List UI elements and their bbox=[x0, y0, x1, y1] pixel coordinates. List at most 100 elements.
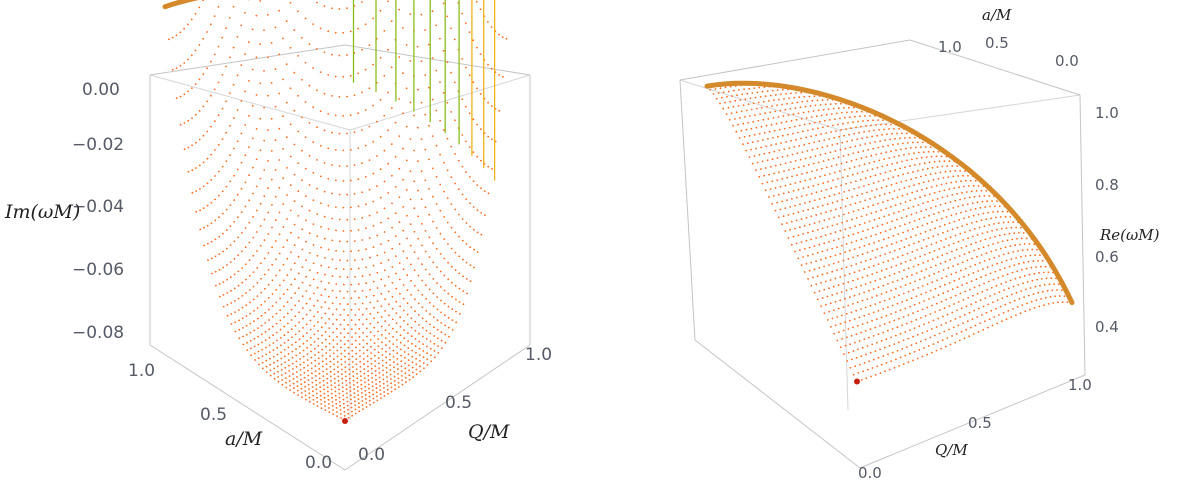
surface-point bbox=[828, 240, 830, 243]
surface-point bbox=[357, 390, 359, 392]
surface-point bbox=[998, 255, 1000, 257]
surface-point bbox=[859, 144, 862, 147]
surface-point bbox=[836, 292, 838, 295]
surface-point bbox=[338, 388, 340, 391]
surface-point bbox=[439, 270, 442, 273]
surface-point bbox=[249, 331, 252, 334]
surface-point bbox=[916, 249, 918, 251]
surface-point bbox=[357, 147, 360, 150]
surface-point bbox=[370, 345, 372, 348]
surface-point bbox=[987, 211, 990, 214]
surface-point bbox=[728, 118, 731, 121]
surface-point bbox=[916, 357, 919, 360]
surface-point bbox=[309, 284, 311, 287]
surface-point bbox=[272, 355, 275, 358]
surface-point bbox=[849, 204, 852, 206]
surface-point bbox=[774, 110, 777, 113]
surface-point bbox=[880, 269, 883, 272]
surface-point bbox=[295, 348, 297, 350]
surface-point bbox=[428, 273, 431, 276]
surface-point bbox=[877, 309, 880, 312]
surface-point bbox=[409, 138, 412, 140]
surface-point bbox=[437, 345, 439, 347]
surface-point bbox=[898, 127, 900, 130]
surface-point bbox=[451, 319, 454, 321]
left-box-edge bbox=[344, 44, 531, 76]
surface-point bbox=[214, 255, 217, 258]
surface-point bbox=[367, 370, 369, 373]
surface-point bbox=[327, 266, 330, 269]
surface-point bbox=[944, 345, 947, 348]
surface-point bbox=[833, 309, 835, 311]
surface-point bbox=[855, 263, 858, 265]
surface-point bbox=[880, 123, 882, 126]
surface-point bbox=[825, 166, 828, 169]
surface-point bbox=[780, 93, 782, 96]
surface-point bbox=[323, 392, 326, 395]
surface-point bbox=[329, 365, 332, 368]
surface-point bbox=[372, 393, 374, 396]
surface-point bbox=[421, 317, 424, 320]
surface-point bbox=[415, 363, 418, 366]
surface-point bbox=[969, 209, 972, 211]
left-panel: 0.00 −0.02 −0.04 −0.06 −0.08 Im(ωM) 1.0 … bbox=[4, 0, 552, 473]
surface-point bbox=[760, 125, 763, 128]
surface-point bbox=[858, 293, 861, 295]
right-extremal-curve bbox=[704, 80, 1075, 306]
surface-point bbox=[298, 345, 301, 348]
surface-point bbox=[317, 357, 320, 360]
surface-point bbox=[358, 336, 361, 338]
surface-point bbox=[305, 302, 308, 305]
surface-point bbox=[257, 327, 259, 329]
surface-point bbox=[906, 299, 908, 301]
surface-point bbox=[821, 250, 824, 253]
left-box-edge bbox=[344, 344, 531, 471]
surface-point bbox=[826, 203, 829, 206]
surface-point bbox=[950, 214, 953, 217]
surface-point bbox=[929, 313, 932, 315]
surface-point bbox=[851, 218, 853, 221]
surface-point bbox=[327, 74, 330, 76]
surface-point bbox=[357, 27, 359, 30]
surface-point bbox=[851, 111, 853, 113]
surface-point bbox=[385, 371, 388, 374]
surface-point bbox=[1004, 246, 1007, 249]
surface-point bbox=[841, 244, 843, 247]
surface-point bbox=[376, 271, 379, 274]
surface-point bbox=[335, 267, 338, 270]
surface-point bbox=[907, 337, 910, 340]
surface-point bbox=[751, 92, 754, 94]
surface-point bbox=[821, 273, 824, 276]
surface-point bbox=[217, 81, 220, 84]
surface-point bbox=[876, 271, 878, 274]
surface-point bbox=[361, 48, 363, 51]
surface-point bbox=[865, 353, 867, 356]
surface-point bbox=[476, 46, 478, 49]
surface-point bbox=[465, 278, 468, 280]
surface-point bbox=[217, 45, 220, 48]
surface-point bbox=[237, 254, 240, 257]
surface-point bbox=[995, 216, 997, 219]
surface-point bbox=[345, 379, 347, 382]
surface-point bbox=[782, 215, 785, 218]
surface-point bbox=[346, 54, 348, 56]
surface-point bbox=[969, 179, 972, 182]
surface-point bbox=[980, 254, 983, 256]
surface-point bbox=[332, 409, 334, 411]
surface-point bbox=[217, 143, 220, 146]
surface-point bbox=[264, 322, 267, 324]
surface-point bbox=[301, 266, 304, 268]
surface-point bbox=[967, 174, 969, 177]
surface-point bbox=[400, 365, 403, 368]
surface-point bbox=[936, 256, 939, 259]
surface-point bbox=[291, 344, 293, 346]
surface-point bbox=[306, 339, 308, 342]
surface-point bbox=[844, 297, 846, 300]
surface-point bbox=[983, 225, 986, 228]
surface-point bbox=[236, 109, 239, 111]
surface-point bbox=[367, 383, 370, 386]
surface-point bbox=[981, 314, 983, 316]
right-a-axis-label: a/M bbox=[982, 6, 1012, 24]
surface-point bbox=[364, 109, 367, 111]
surface-point bbox=[773, 172, 775, 175]
